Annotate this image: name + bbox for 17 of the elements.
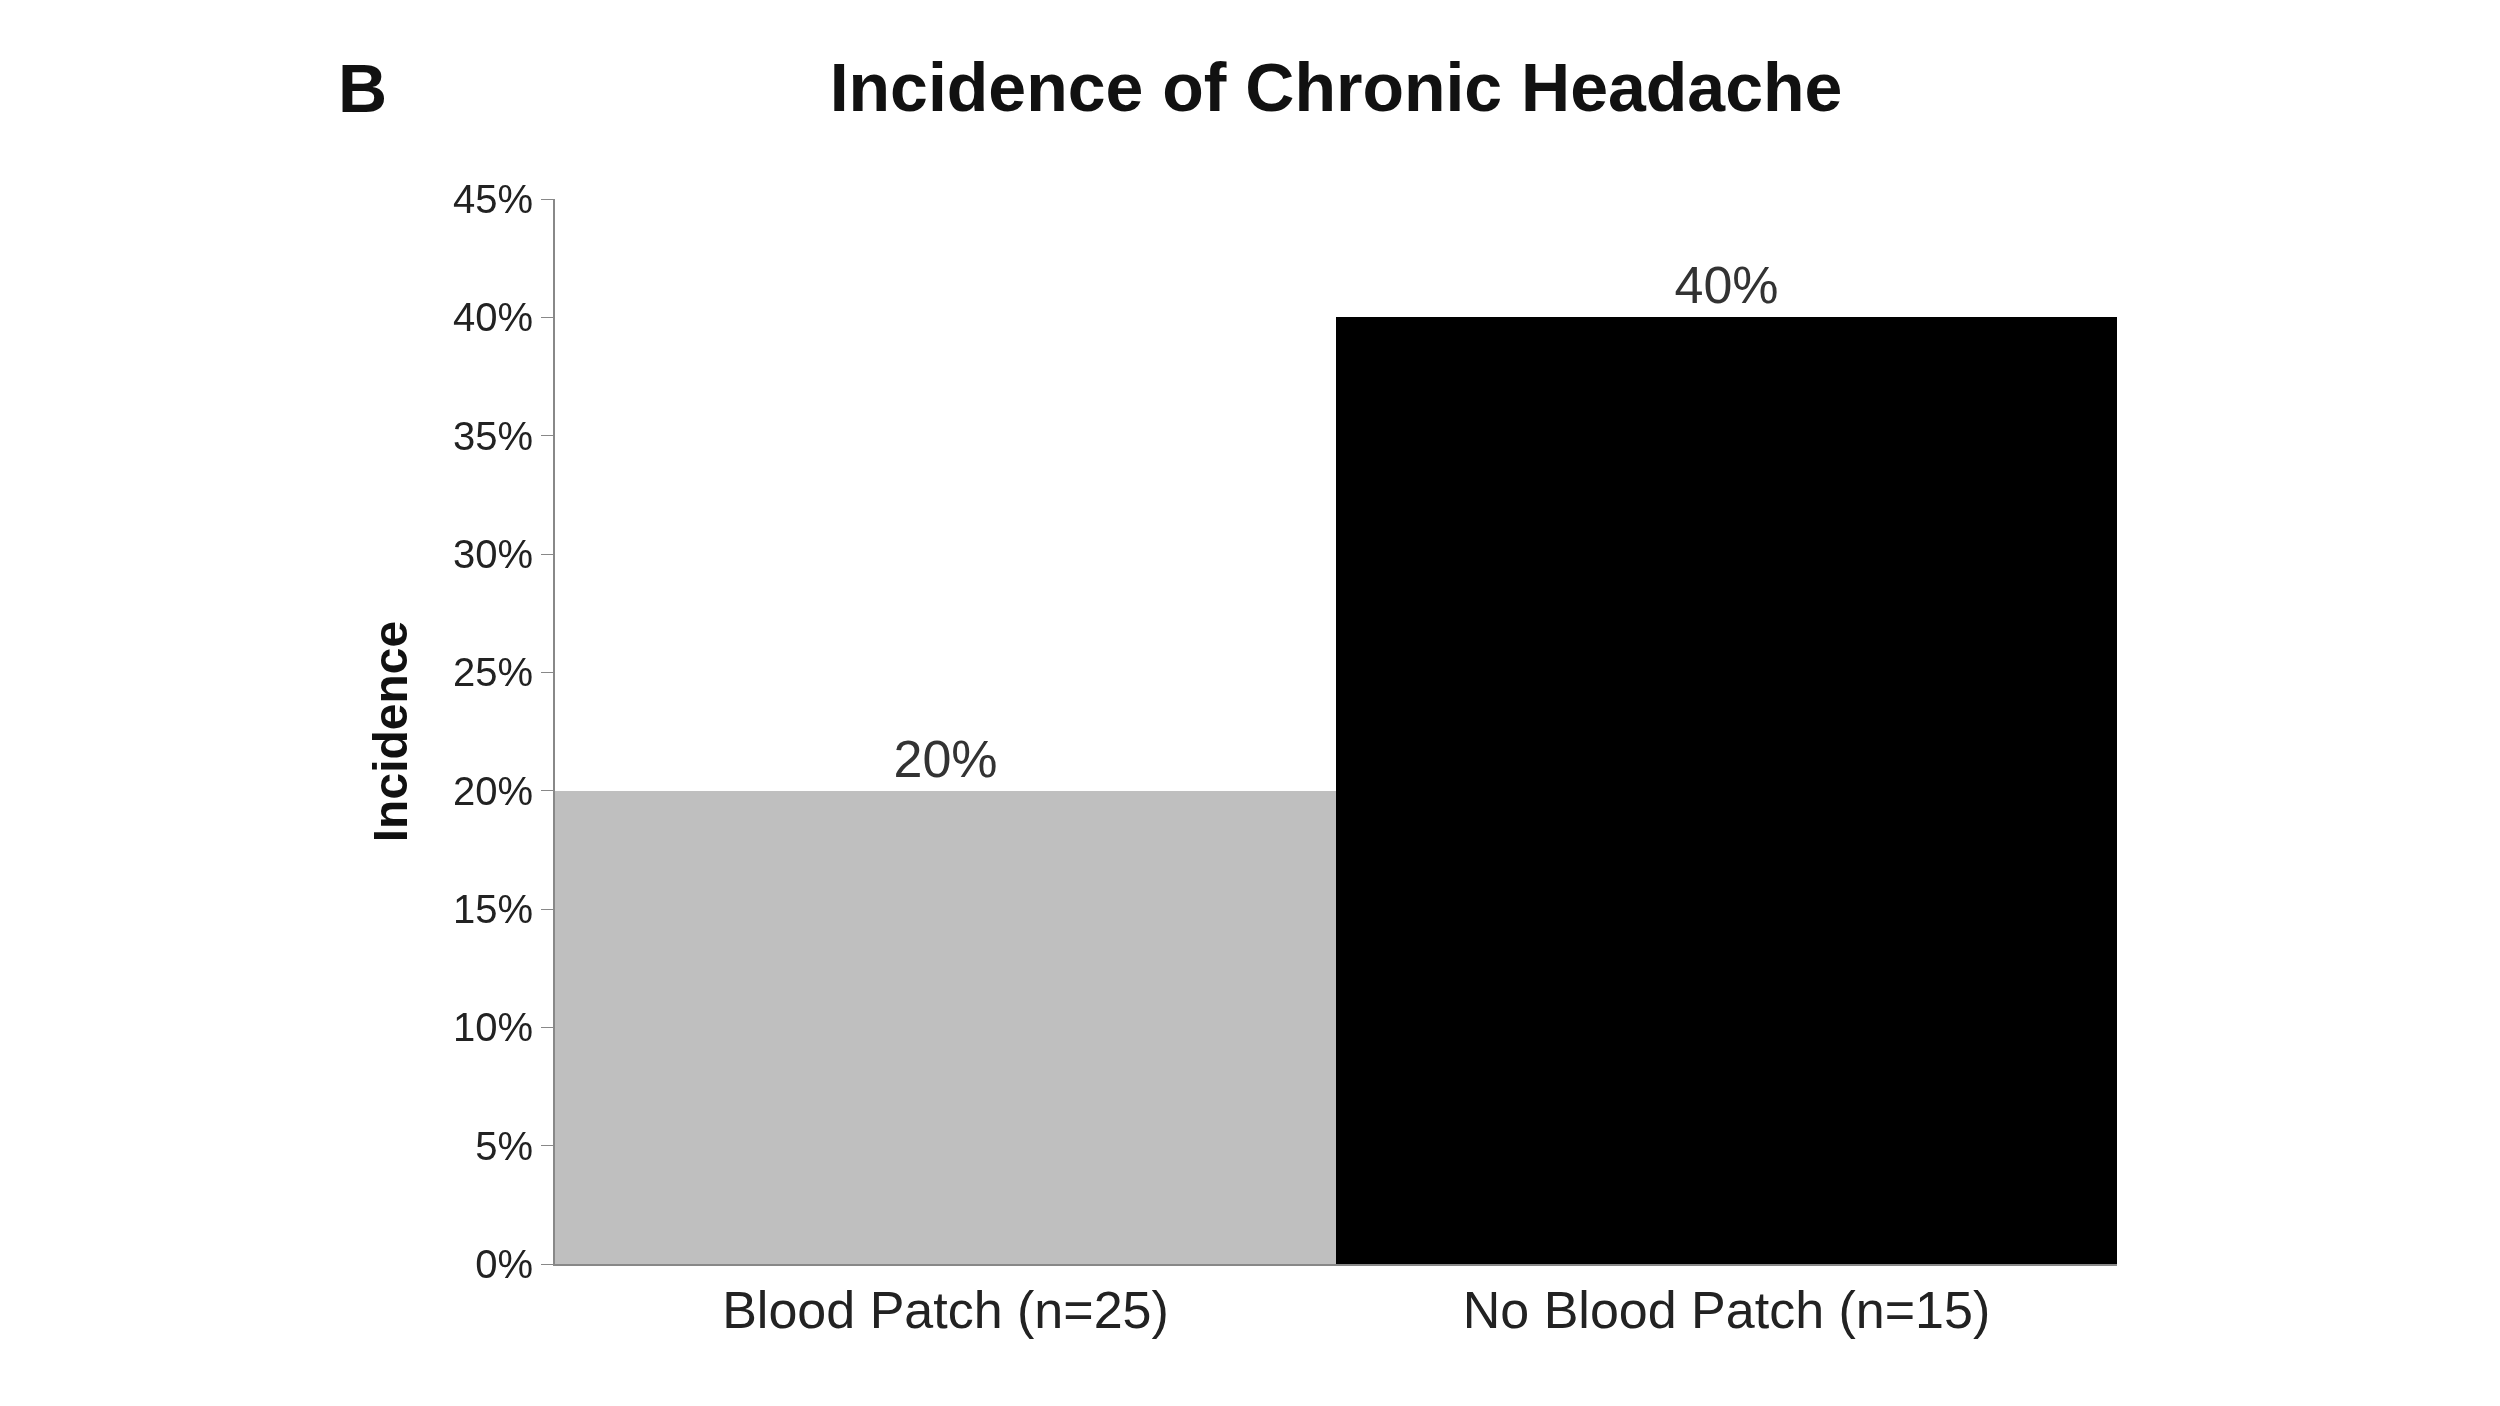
data-label: 40% [1674, 256, 1779, 314]
y-tick-label: 5% [475, 1123, 533, 1168]
y-tick-label: 30% [452, 532, 533, 576]
y-tick-label: 45% [452, 177, 533, 221]
y-tick-label: 35% [452, 413, 533, 458]
y-axis-title: Incidence [364, 620, 418, 843]
y-tick-label: 25% [452, 650, 533, 695]
y-tick-label: 15% [452, 887, 533, 931]
data-label: 20% [893, 730, 998, 788]
text: B [338, 50, 388, 126]
x-tick-label: Blood Patch (n=25) [722, 1281, 1169, 1340]
y-tick-label: 40% [452, 295, 533, 340]
y-tick-label: 10% [452, 1005, 533, 1050]
x-tick-label: No Blood Patch (n=15) [1462, 1281, 1991, 1340]
chart-title: Incidence of Chronic Headache [829, 48, 1843, 125]
y-tick-label: 20% [452, 768, 533, 813]
y-tick-label: 0% [475, 1242, 533, 1286]
